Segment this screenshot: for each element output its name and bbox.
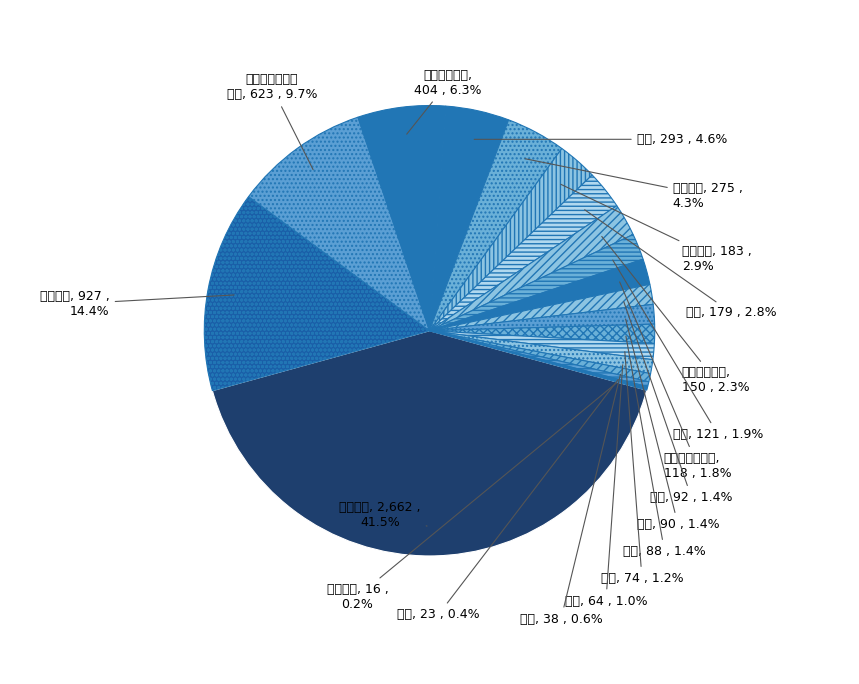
Wedge shape xyxy=(212,331,647,556)
Wedge shape xyxy=(430,106,509,331)
Wedge shape xyxy=(430,324,655,343)
Text: 林业, 23 , 0.4%: 林业, 23 , 0.4% xyxy=(397,380,618,621)
Wedge shape xyxy=(430,331,653,373)
Text: 水利建设, 275 ,
4.3%: 水利建设, 275 , 4.3% xyxy=(525,159,743,209)
Text: 社会保障, 16 ,
0.2%: 社会保障, 16 , 0.2% xyxy=(326,383,617,611)
Wedge shape xyxy=(430,331,650,382)
Wedge shape xyxy=(430,175,617,331)
Text: 农业, 38 , 0.6%: 农业, 38 , 0.6% xyxy=(520,374,620,626)
Text: 体育, 74 , 1.2%: 体育, 74 , 1.2% xyxy=(600,352,683,585)
Text: 政府基础设施,
150 , 2.3%: 政府基础设施, 150 , 2.3% xyxy=(602,237,749,394)
Text: 教育, 293 , 4.6%: 教育, 293 , 4.6% xyxy=(474,133,727,146)
Wedge shape xyxy=(430,331,655,360)
Wedge shape xyxy=(430,304,655,331)
Wedge shape xyxy=(430,148,592,331)
Text: 能源, 88 , 1.4%: 能源, 88 , 1.4% xyxy=(623,336,706,558)
Text: 其他, 92 , 1.4%: 其他, 92 , 1.4% xyxy=(624,302,733,504)
Wedge shape xyxy=(430,285,653,331)
Text: 城镇综合开发,
404 , 6.3%: 城镇综合开发, 404 , 6.3% xyxy=(406,69,481,134)
Wedge shape xyxy=(430,235,643,331)
Text: 旅游, 179 , 2.8%: 旅游, 179 , 2.8% xyxy=(585,210,777,319)
Text: 保障性安居工程,
118 , 1.8%: 保障性安居工程, 118 , 1.8% xyxy=(619,282,731,480)
Wedge shape xyxy=(358,105,446,331)
Wedge shape xyxy=(430,259,650,331)
Wedge shape xyxy=(430,331,648,390)
Text: 科技, 90 , 1.4%: 科技, 90 , 1.4% xyxy=(625,319,719,531)
Wedge shape xyxy=(430,120,562,331)
Text: 医疗卫生, 183 ,
2.9%: 医疗卫生, 183 , 2.9% xyxy=(561,184,752,273)
Text: 生态建设和环境
保护, 623 , 9.7%: 生态建设和环境 保护, 623 , 9.7% xyxy=(227,73,317,170)
Wedge shape xyxy=(430,331,649,386)
Wedge shape xyxy=(248,117,430,331)
Wedge shape xyxy=(430,206,633,331)
Text: 养老, 64 , 1.0%: 养老, 64 , 1.0% xyxy=(564,365,648,607)
Wedge shape xyxy=(204,196,430,391)
Text: 文化, 121 , 1.9%: 文化, 121 , 1.9% xyxy=(612,260,763,441)
Text: 市政工程, 2,662 ,
41.5%: 市政工程, 2,662 , 41.5% xyxy=(339,501,427,529)
Text: 交通运输, 927 ,
14.4%: 交通运输, 927 , 14.4% xyxy=(40,290,235,317)
